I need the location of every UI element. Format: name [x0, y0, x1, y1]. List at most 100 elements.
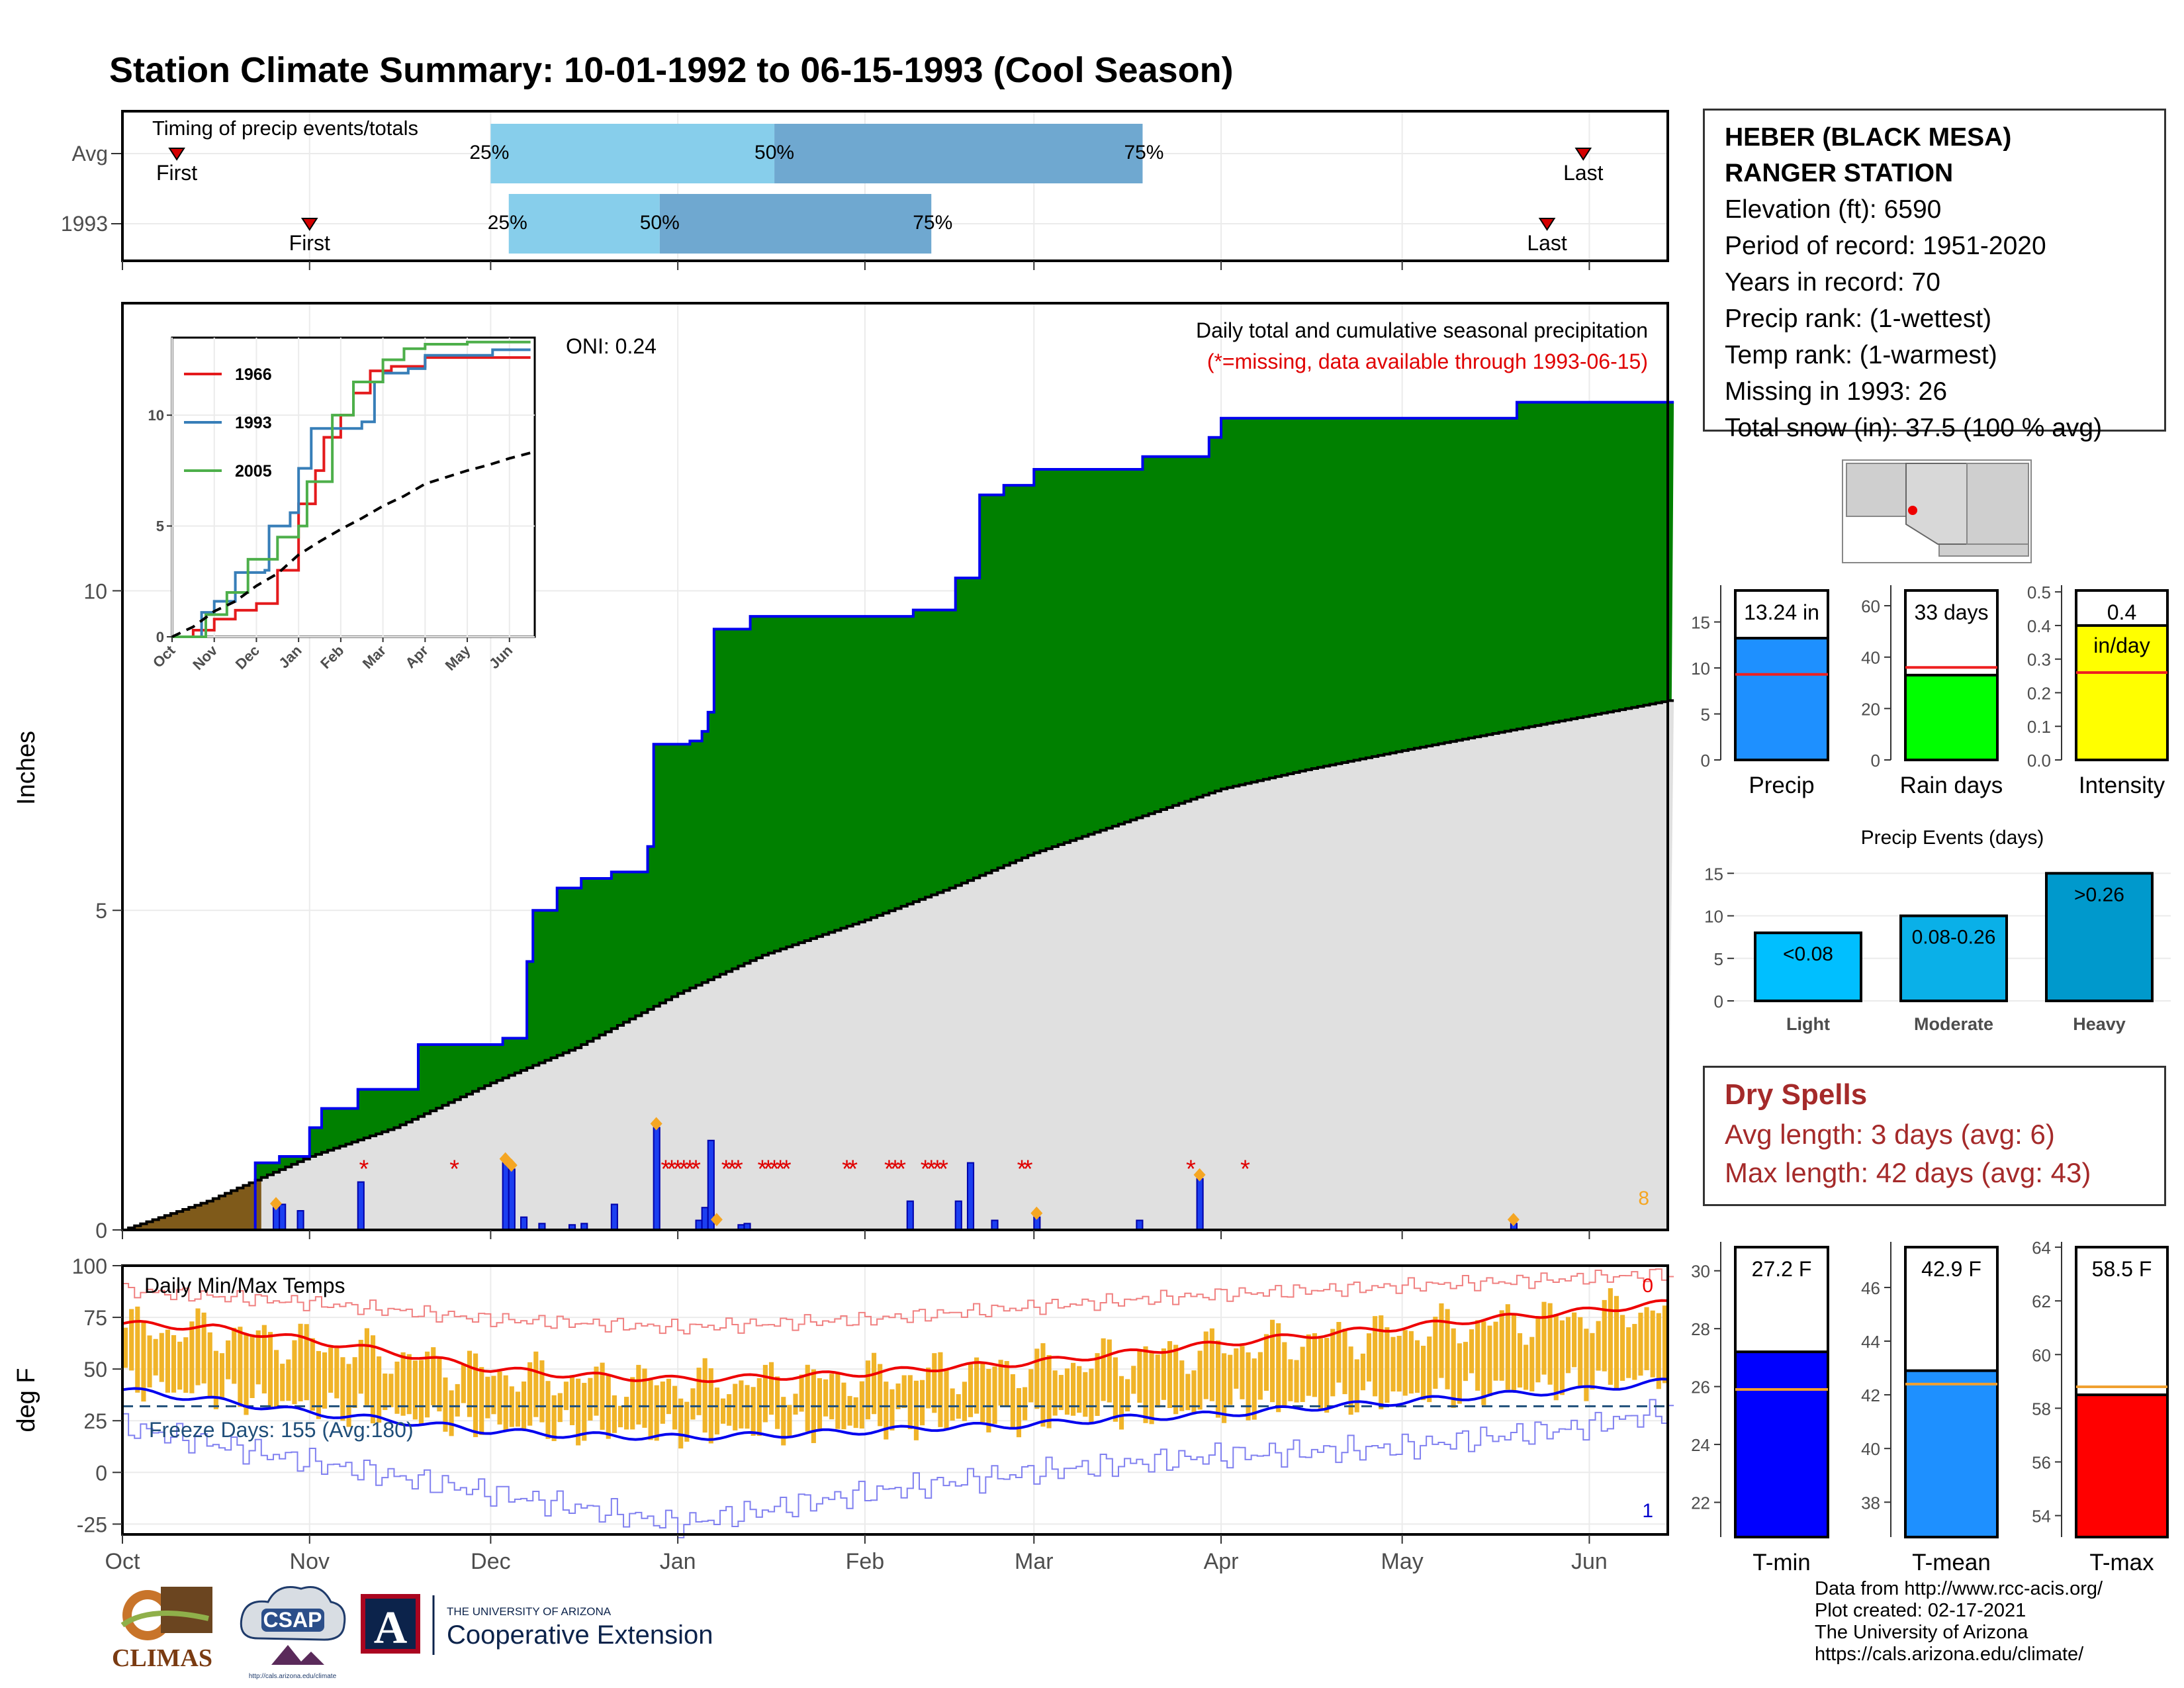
missing-day-marker: * [727, 1155, 737, 1183]
station-precip-rank: Precip rank: (1-wettest) [1725, 305, 1992, 333]
daily-temp-bar [455, 1383, 460, 1417]
snow-marker [1030, 1206, 1043, 1220]
daily-temp-bar [261, 1325, 267, 1394]
events-bar-label: <0.08 [1783, 943, 1833, 965]
daily-temp-bar [775, 1376, 780, 1429]
daily-temp-bar [207, 1332, 212, 1398]
missing-day-marker: * [757, 1155, 767, 1183]
daily-temp-bar [1348, 1346, 1353, 1415]
mini-bar-value [1904, 1369, 1999, 1538]
daily-temp-bar [1167, 1340, 1173, 1408]
station-temp-rank: Temp rank: (1-warmest) [1725, 341, 1997, 369]
daily-temp-bar [872, 1352, 877, 1415]
daily-temp-bar [762, 1364, 768, 1423]
daily-temp-bar [1517, 1333, 1523, 1388]
timing-title: Timing of precip events/totals [152, 117, 418, 140]
events-category-label: Heavy [2073, 1014, 2126, 1034]
daily-temp-bar [1559, 1320, 1565, 1395]
daily-precip-bar [991, 1219, 999, 1231]
missing-day-marker: * [921, 1155, 931, 1183]
daily-temp-bar [919, 1380, 925, 1426]
daily-temp-bar [1373, 1316, 1378, 1397]
events-bar [1754, 931, 1862, 1003]
snow-marker [1507, 1213, 1520, 1227]
mini-y-tick-label: 0 [1871, 751, 1880, 771]
temp-stats-panel: 22 24 26 28 30 27.2 F T-min 38 40 42 44 46 42.9 F T-m… [1691, 1238, 2169, 1575]
mini-bar-value-label: 58.5 F [2092, 1257, 2152, 1281]
mini-y-tick-label: 28 [1691, 1319, 1710, 1339]
mini-bar-value [1904, 673, 1999, 761]
missing-day-marker: * [359, 1155, 369, 1183]
daily-precip-bar [954, 1200, 962, 1231]
daily-temp-bar [1481, 1321, 1486, 1405]
daily-temp-bar [1656, 1313, 1661, 1389]
daily-temp-bar [340, 1357, 345, 1421]
timing-label-75: 75% [1124, 142, 1163, 164]
mini-category-label: T-mean [1912, 1550, 1991, 1575]
daily-temp-bar [1469, 1329, 1475, 1374]
daily-precip-bar [1196, 1178, 1204, 1231]
daily-temp-bar [551, 1395, 557, 1442]
daily-temp-bar [1638, 1313, 1643, 1376]
mini-y-tick-label: 46 [1861, 1278, 1880, 1298]
x-axis-month-label: May [1381, 1549, 1424, 1574]
mini-bar-value-label: 13.24 in [1744, 600, 1819, 624]
station-elevation: Elevation (ft): 6590 [1725, 195, 1942, 224]
daily-precip-bar [610, 1203, 618, 1231]
daily-temp-bar [1445, 1309, 1450, 1389]
daily-temp-bar [684, 1401, 690, 1442]
station-snow: Total snow (in): 37.5 (100 % avg) [1725, 414, 2103, 442]
daily-temp-bar [884, 1382, 889, 1440]
daily-precip-bar [653, 1127, 660, 1231]
daily-temp-bar [817, 1378, 823, 1431]
daily-temp-bar [1004, 1361, 1009, 1407]
events-y-tick-label: 15 [1704, 864, 1723, 884]
daily-temp-bar [1040, 1343, 1046, 1427]
x-axis-month-label: Mar [1015, 1549, 1054, 1574]
daily-temp-bar [1644, 1307, 1649, 1370]
daily-temp-bar [636, 1364, 641, 1425]
precip-y-tick-label: 10 [83, 579, 107, 603]
daily-temp-bar [165, 1329, 170, 1393]
mini-bar-value [1734, 1350, 1829, 1538]
daily-temp-bar [889, 1389, 895, 1430]
daily-temp-bar [1137, 1350, 1142, 1403]
events-title: Precip Events (days) [1861, 827, 2044, 849]
temp-title: Daily Min/Max Temps [144, 1274, 345, 1297]
timing-last-marker [1538, 218, 1556, 231]
daily-temp-bar [1584, 1329, 1589, 1401]
daily-temp-bar [1499, 1310, 1504, 1381]
daily-temp-bar [159, 1333, 164, 1382]
daily-temp-bar [1077, 1366, 1082, 1413]
daily-temp-bar [491, 1376, 496, 1415]
daily-temp-bar [1306, 1334, 1311, 1396]
mini-y-tick-label: 24 [1691, 1435, 1710, 1455]
timing-last-marker [1574, 148, 1592, 161]
daily-temp-bar [1179, 1360, 1185, 1411]
events-y-tick-label: 0 [1714, 992, 1723, 1011]
events-bar-label: >0.26 [2074, 884, 2124, 906]
events-bar-label: 0.08-0.26 [1912, 927, 1996, 949]
snow-marker [270, 1197, 283, 1211]
daily-temp-bar [479, 1367, 484, 1435]
daily-temp-bar [1215, 1340, 1221, 1418]
mini-y-tick-label: 0.4 [2027, 616, 2051, 636]
daily-temp-bar [594, 1366, 599, 1416]
daily-temp-bar [907, 1375, 913, 1430]
snow-marker [650, 1117, 662, 1131]
daily-temp-bar [1125, 1379, 1130, 1412]
daily-temp-bar [569, 1375, 575, 1425]
daily-temp-bar [1209, 1328, 1214, 1401]
daily-temp-bar [1602, 1299, 1607, 1372]
daily-temp-bar [201, 1312, 206, 1383]
temp-y-axis-label: deg F [13, 1368, 40, 1432]
daily-temp-bar [1336, 1322, 1342, 1383]
daily-temp-bar [280, 1364, 285, 1401]
inset-legend-label: 2005 [235, 462, 272, 481]
daily-temp-bar [853, 1397, 858, 1429]
daily-temp-bar [648, 1380, 653, 1440]
daily-temp-bar [702, 1358, 707, 1433]
daily-temp-bar [1360, 1353, 1365, 1391]
daily-temp-bar [859, 1381, 864, 1429]
